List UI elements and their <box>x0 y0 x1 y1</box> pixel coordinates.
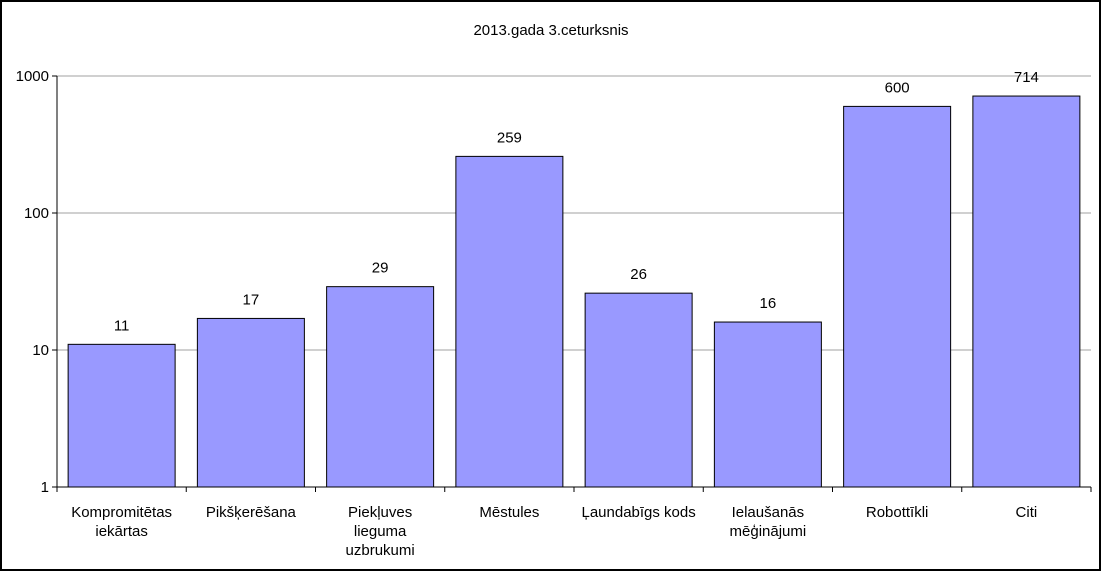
bars <box>67 95 1081 488</box>
category-label: iekārtas <box>95 523 148 540</box>
bar <box>972 95 1081 488</box>
category-label: Ļaundabīgs kods <box>581 504 695 521</box>
data-label: 600 <box>885 79 910 96</box>
category-label: mēģinājumi <box>730 523 807 540</box>
y-tick-label: 1000 <box>16 68 49 85</box>
data-label: 16 <box>760 295 777 312</box>
category-label: lieguma <box>354 523 407 540</box>
category-label: Citi <box>1016 504 1038 521</box>
category-label: Pikšķerēšana <box>206 504 297 521</box>
category-label: Piekļuves <box>348 504 412 521</box>
data-label: 26 <box>630 266 647 283</box>
bar <box>455 155 564 488</box>
data-label: 29 <box>372 260 389 277</box>
data-label: 714 <box>1014 69 1039 86</box>
data-label: 11 <box>114 317 130 334</box>
data-label: 259 <box>497 129 522 146</box>
bar <box>713 321 822 488</box>
y-tick-label: 10 <box>32 342 49 359</box>
category-label: Kompromitētas <box>71 504 172 521</box>
chart-title: 2013.gada 3.ceturksnis <box>473 22 628 39</box>
category-label: uzbrukumi <box>346 542 415 559</box>
bar <box>196 317 305 488</box>
category-label: Ielaušanās <box>732 504 805 521</box>
bar <box>843 105 952 488</box>
labels: 1 10 100 1000 11 Kompromitētas iekārtas 17 Pikšķ… <box>16 68 1039 559</box>
bar <box>67 343 176 488</box>
axes <box>52 75 1092 492</box>
bar <box>326 286 435 488</box>
data-label: 17 <box>243 291 260 308</box>
y-tick-label: 100 <box>24 205 49 222</box>
y-tick-label: 1 <box>41 479 49 496</box>
category-label: Mēstules <box>479 504 539 521</box>
bar <box>584 292 693 488</box>
category-label: Robottīkli <box>866 504 929 521</box>
